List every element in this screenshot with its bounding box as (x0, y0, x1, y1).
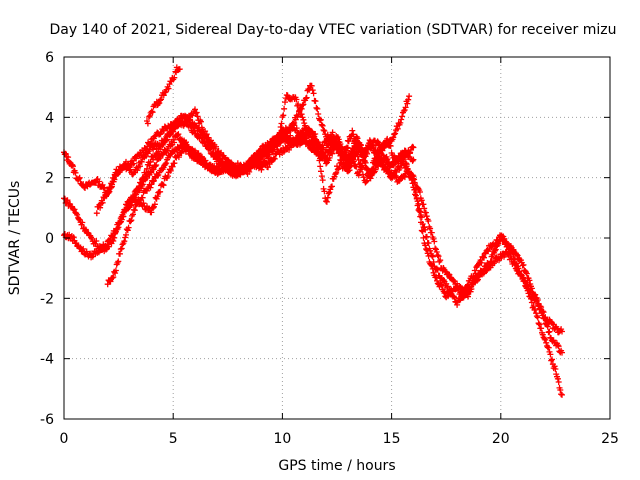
x-tick-label: 5 (169, 431, 178, 447)
y-axis-label: SDTVAR / TECUs (7, 181, 23, 296)
y-tick-label: 4 (45, 110, 54, 126)
x-tick-label: 10 (273, 431, 291, 447)
x-axis-ticks: 0 5 10 15 20 25 (60, 57, 619, 447)
series-layer (61, 64, 565, 398)
data-points-trace-4 (104, 92, 413, 288)
y-axis-ticks: -6 -4 -2 0 2 4 6 (40, 50, 610, 428)
data-points-trace-7 (144, 64, 183, 127)
x-tick-label: 0 (60, 431, 69, 447)
y-tick-label: -2 (40, 291, 54, 307)
grid-lines (64, 57, 610, 419)
x-tick-label: 20 (492, 431, 510, 447)
y-tick-label: 0 (45, 231, 54, 247)
y-tick-label: 6 (45, 50, 54, 66)
series-trace-4 (104, 92, 413, 288)
series-trace-7 (144, 64, 183, 127)
chart-title: Day 140 of 2021, Sidereal Day-to-day VTE… (50, 22, 617, 38)
x-tick-label: 25 (601, 431, 619, 447)
y-tick-label: 2 (45, 171, 54, 187)
series-trace-6 (93, 118, 417, 217)
data-points-trace-6 (93, 118, 417, 217)
x-tick-label: 15 (383, 431, 401, 447)
y-tick-label: -6 (40, 412, 54, 428)
x-axis-label: GPS time / hours (278, 458, 395, 474)
y-tick-label: -4 (40, 352, 54, 368)
